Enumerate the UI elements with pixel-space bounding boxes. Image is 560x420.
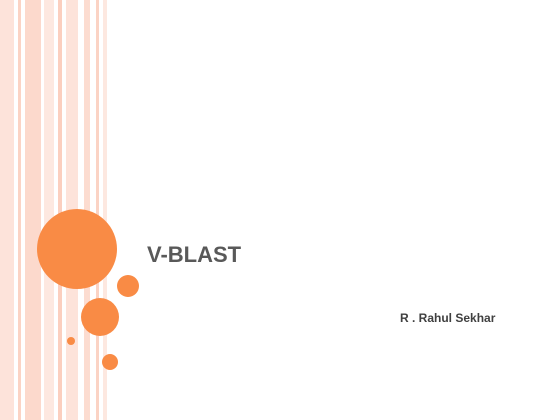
stripe: [84, 0, 90, 420]
circle: [67, 337, 75, 345]
stripe: [0, 0, 14, 420]
circle: [117, 275, 139, 297]
decorative-circles: [37, 209, 139, 370]
stripe: [58, 0, 62, 420]
slide-title: V-BLAST: [147, 242, 242, 267]
stripe: [44, 0, 54, 420]
circle: [81, 298, 119, 336]
author: R . Rahul Sekhar: [400, 311, 496, 325]
circle: [37, 209, 117, 289]
stripe: [18, 0, 21, 420]
stripe: [96, 0, 99, 420]
stripe: [103, 0, 107, 420]
stripe: [25, 0, 41, 420]
circle: [102, 354, 118, 370]
decorative-stripes: [0, 0, 107, 420]
